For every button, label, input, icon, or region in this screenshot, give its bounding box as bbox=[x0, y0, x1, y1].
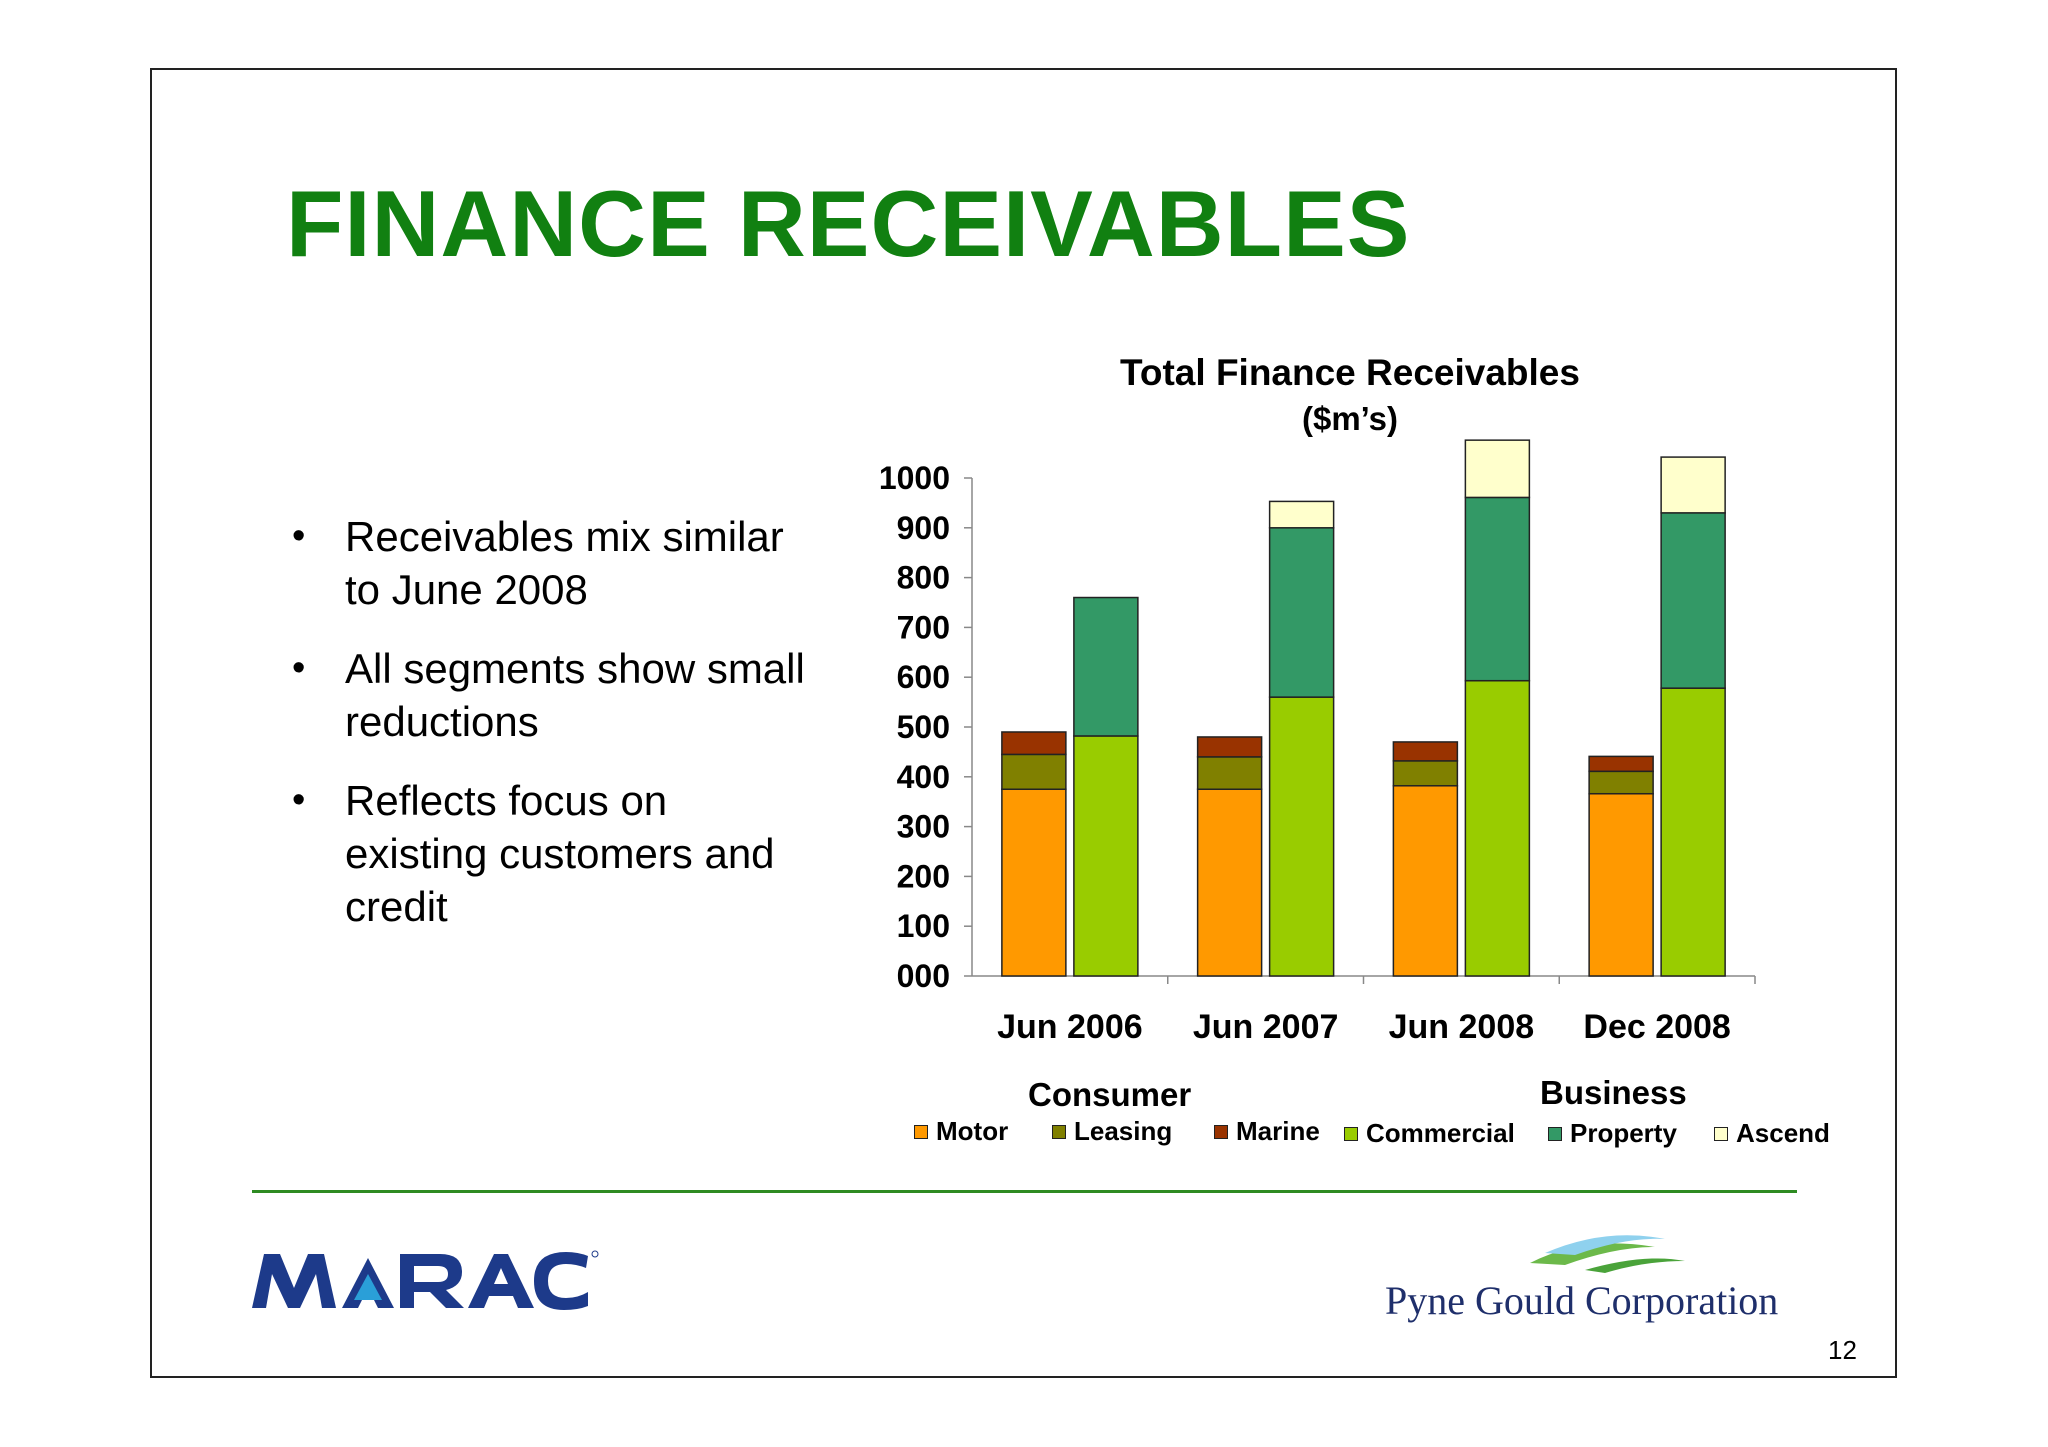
y-tick-label: 100 bbox=[897, 908, 950, 944]
bar-segment-commercial bbox=[1660, 687, 1726, 977]
legend-label: Marine bbox=[1236, 1116, 1320, 1146]
legend-label: Property bbox=[1570, 1118, 1677, 1148]
bullet-text: All segments show small reductions bbox=[345, 645, 805, 745]
chart-legend: Motor Leasing Marine Commercial Property Asce… bbox=[0, 1116, 2048, 1156]
bullet-text: Receivables mix similar to June 2008 bbox=[345, 513, 784, 613]
legend-item-ascend: Ascend bbox=[1714, 1118, 1830, 1149]
y-tick-label: 500 bbox=[897, 709, 950, 745]
bullet-item: • All segments show small reductions bbox=[290, 642, 810, 748]
marac-logo bbox=[250, 1240, 650, 1320]
bar-segment-commercial bbox=[1464, 679, 1531, 977]
footer-divider bbox=[252, 1190, 1797, 1193]
bar-segment-property bbox=[1073, 596, 1139, 737]
legend-group-business: Business bbox=[1540, 1074, 1687, 1111]
x-tick-label: Jun 2006 bbox=[997, 1008, 1143, 1046]
page-number: 12 bbox=[1828, 1335, 1857, 1365]
y-tick-label: 400 bbox=[897, 759, 950, 795]
y-tick-label: 300 bbox=[897, 809, 950, 845]
bar-segment-ascend bbox=[1268, 500, 1335, 529]
y-tick-label: 000 bbox=[897, 958, 950, 994]
pyne-gould-logo: Pyne Gould Corporation bbox=[1385, 1225, 1805, 1335]
y-tick-label: 1000 bbox=[879, 460, 950, 496]
legend-swatch bbox=[1548, 1126, 1562, 1141]
legend-swatch bbox=[1214, 1124, 1228, 1139]
legend-swatch bbox=[1052, 1124, 1066, 1139]
bar-segment-property bbox=[1268, 527, 1335, 698]
bullet-dot-icon: • bbox=[292, 647, 306, 689]
bar-segment-property bbox=[1464, 496, 1531, 682]
bar-segment-leasing bbox=[1588, 770, 1654, 795]
bullet-dot-icon: • bbox=[292, 779, 306, 821]
x-tick-label: Jun 2007 bbox=[1193, 1008, 1339, 1046]
bar-segment-marine bbox=[1196, 736, 1263, 758]
bullet-item: • Receivables mix similar to June 2008 bbox=[290, 510, 810, 616]
x-tick-label: Dec 2008 bbox=[1583, 1008, 1730, 1046]
bar-segment-commercial bbox=[1268, 696, 1335, 977]
bar-segment-ascend bbox=[1660, 456, 1726, 514]
legend-group-consumer: Consumer bbox=[1028, 1076, 1192, 1113]
x-tick-label: Jun 2008 bbox=[1389, 1008, 1535, 1046]
legend-swatch bbox=[1714, 1126, 1728, 1141]
y-tick-label: 900 bbox=[897, 510, 950, 546]
bar-segment-leasing bbox=[1001, 753, 1067, 791]
bullet-item: • Reflects focus on existing customers a… bbox=[290, 774, 810, 933]
y-tick-label: 600 bbox=[897, 659, 950, 695]
bar-segment-ascend bbox=[1464, 439, 1531, 499]
legend-label: Commercial bbox=[1366, 1118, 1515, 1148]
legend-swatch bbox=[1344, 1126, 1358, 1141]
bar-segment-motor bbox=[1196, 788, 1263, 977]
bar-segment-leasing bbox=[1196, 756, 1263, 791]
y-tick-label: 200 bbox=[897, 858, 950, 894]
bar-segment-leasing bbox=[1392, 760, 1459, 787]
bar-segment-motor bbox=[1392, 785, 1459, 977]
bar-segment-property bbox=[1660, 512, 1726, 689]
bar-segment-motor bbox=[1001, 788, 1067, 977]
legend-item-property: Property bbox=[1548, 1118, 1677, 1149]
bar-segment-commercial bbox=[1073, 735, 1139, 977]
slide-title: FINANCE RECEIVABLES bbox=[286, 171, 1411, 276]
y-tick-label: 700 bbox=[897, 609, 950, 645]
bar-segment-marine bbox=[1001, 731, 1067, 756]
bar-segment-marine bbox=[1588, 755, 1654, 773]
chart-subtitle: ($m’s) bbox=[1302, 400, 1398, 437]
bar-segment-marine bbox=[1392, 741, 1459, 762]
legend-item-leasing: Leasing bbox=[1052, 1116, 1172, 1147]
y-tick-label: 800 bbox=[897, 560, 950, 596]
legend-item-motor: Motor bbox=[914, 1116, 1008, 1147]
legend-label: Motor bbox=[936, 1116, 1009, 1146]
bullet-dot-icon: • bbox=[292, 515, 306, 557]
legend-swatch bbox=[914, 1124, 928, 1139]
pyne-gould-wordmark: Pyne Gould Corporation bbox=[1385, 1278, 1779, 1323]
slide-frame bbox=[150, 68, 1897, 1378]
bullet-text: Reflects focus on existing customers and… bbox=[345, 777, 775, 930]
chart-title: Total Finance Receivables bbox=[1120, 352, 1580, 393]
bar-segment-motor bbox=[1588, 792, 1654, 977]
bullet-list: • Receivables mix similar to June 2008 •… bbox=[290, 510, 810, 959]
legend-label: Ascend bbox=[1736, 1118, 1830, 1148]
legend-label: Leasing bbox=[1074, 1116, 1173, 1146]
legend-item-commercial: Commercial bbox=[1344, 1118, 1515, 1149]
legend-item-marine: Marine bbox=[1214, 1116, 1320, 1147]
